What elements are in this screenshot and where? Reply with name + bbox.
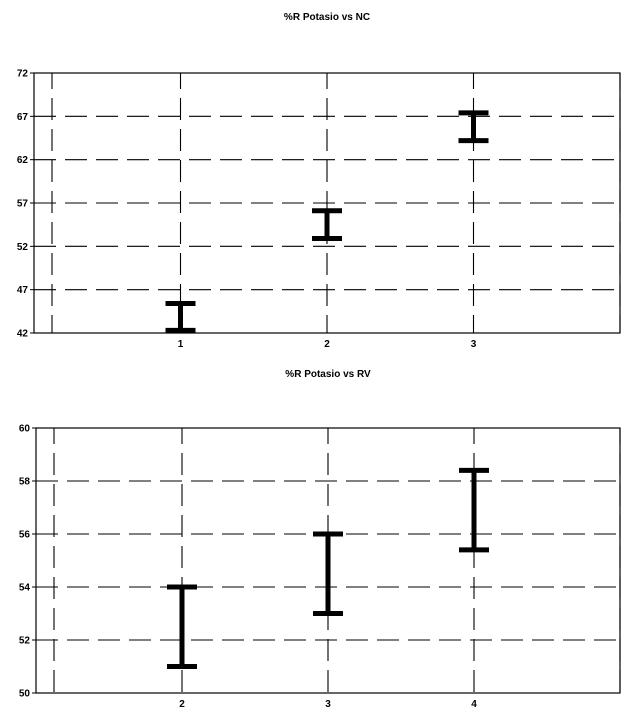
chart-1: %R Potasio vs NC 42 47 52 57 62 67 72 1 2 3 — [17, 12, 621, 350]
error-bar-2 — [312, 208, 342, 242]
error-bar-3 — [459, 467, 489, 553]
y-tick-label: 56 — [19, 530, 31, 541]
error-bar-3 — [458, 110, 489, 144]
x-tick-label: 4 — [471, 699, 477, 710]
error-bar-1 — [165, 301, 196, 333]
y-tick-label: 42 — [17, 329, 29, 340]
x-tick-label: 3 — [325, 699, 331, 710]
error-bar-1 — [167, 584, 197, 669]
chart-title: %R Potasio vs NC — [284, 12, 370, 23]
error-bar-2 — [313, 531, 343, 616]
y-tick-label: 72 — [17, 69, 29, 80]
y-tick-label: 57 — [17, 199, 29, 210]
chart-title: %R Potasio vs RV — [285, 369, 371, 380]
y-tick-label: 52 — [17, 242, 29, 253]
y-tick-label: 52 — [19, 636, 31, 647]
x-tick-label: 3 — [471, 339, 477, 350]
y-tick-label: 67 — [17, 112, 29, 123]
plot-frame — [35, 427, 621, 694]
chart-2: %R Potasio vs RV 50 52 54 56 58 60 2 3 4 — [19, 369, 621, 710]
x-tick-label: 2 — [179, 699, 185, 710]
x-tick-label: 2 — [324, 339, 330, 350]
y-tick-label: 60 — [19, 424, 31, 435]
y-tick-label: 58 — [19, 477, 31, 488]
y-tick-label: 62 — [17, 155, 29, 166]
y-tick-label: 47 — [17, 285, 29, 296]
y-tick-label: 54 — [19, 583, 31, 594]
x-tick-label: 1 — [178, 339, 184, 350]
y-tick-label: 50 — [19, 689, 31, 700]
